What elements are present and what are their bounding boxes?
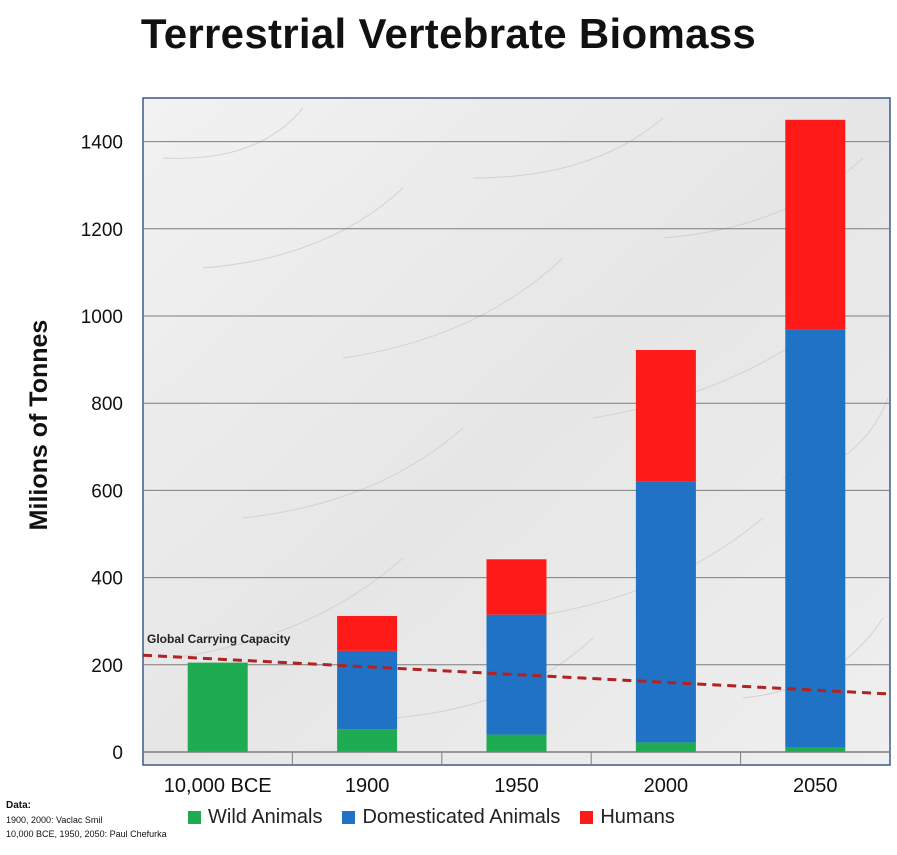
bar-segment — [635, 742, 696, 752]
legend-swatch — [342, 811, 356, 824]
y-tick-label: 0 — [112, 743, 123, 764]
y-tick-label: 400 — [91, 569, 123, 590]
source-notes: Data: 1900, 2000: Vaclac Smil 10,000 BCE… — [6, 799, 167, 841]
bar-segment — [337, 615, 398, 651]
grid-lines — [143, 141, 890, 666]
x-tick-label: 2000 — [644, 775, 689, 797]
marble-texture — [162, 107, 889, 719]
carrying-capacity-line — [142, 653, 891, 696]
bar-segment — [187, 662, 248, 752]
y-tick-label: 1400 — [81, 133, 123, 154]
carrying-capacity-label: Global Carrying Capacity — [147, 632, 291, 646]
source-heading: Data: — [6, 800, 32, 811]
legend-swatch — [580, 811, 594, 824]
bar-segment — [785, 329, 846, 748]
legend-item: Wild Animals — [188, 806, 322, 829]
marble-vein — [242, 427, 464, 519]
source-line: 1900, 2000: Vaclac Smil — [6, 815, 103, 825]
y-axis-title: Milions of Tonnes — [25, 320, 53, 531]
x-tick-label: 10,000 BCE — [164, 775, 272, 797]
bar-segment — [635, 481, 696, 743]
marble-vein — [472, 117, 664, 179]
legend-label: Wild Animals — [208, 806, 323, 828]
legend-swatch — [188, 811, 201, 824]
bar-segment — [486, 734, 547, 752]
legend-label: Domesticated Animals — [362, 806, 561, 828]
legend: Wild Animals Domesticated Animals Humans — [188, 806, 675, 829]
axes: 0 200 400 600 800 1000 1200 1400 Milions of Tonn… — [25, 133, 890, 797]
bar-segment — [785, 747, 846, 752]
annotations: Global Carrying Capacity — [142, 632, 891, 696]
bar-segment — [635, 350, 696, 482]
bar-segment — [337, 650, 398, 730]
y-tick-label: 800 — [91, 394, 123, 415]
source-line: 10,000 BCE, 1950, 2050: Paul Chefurka — [6, 829, 167, 839]
marble-vein — [162, 107, 304, 159]
bars — [187, 119, 846, 752]
marble-vein — [202, 187, 404, 269]
bar-segment — [785, 119, 846, 330]
marble-vein — [342, 257, 564, 359]
legend-label: Humans — [600, 806, 675, 828]
y-tick-label: 1000 — [81, 307, 123, 328]
y-tick-label: 1200 — [81, 220, 123, 241]
x-tick-label: 2050 — [793, 775, 838, 797]
bar-segment — [486, 559, 547, 615]
x-tick-label: 1900 — [345, 775, 390, 797]
chart-title: Terrestrial Vertebrate Biomass — [140, 10, 757, 57]
y-tick-label: 200 — [91, 656, 123, 677]
legend-item: Domesticated Animals — [342, 806, 560, 829]
y-tick-label: 600 — [91, 481, 123, 502]
legend-item: Humans — [580, 806, 675, 829]
bar-segment — [337, 729, 398, 752]
x-tick-label: 1950 — [494, 775, 539, 797]
